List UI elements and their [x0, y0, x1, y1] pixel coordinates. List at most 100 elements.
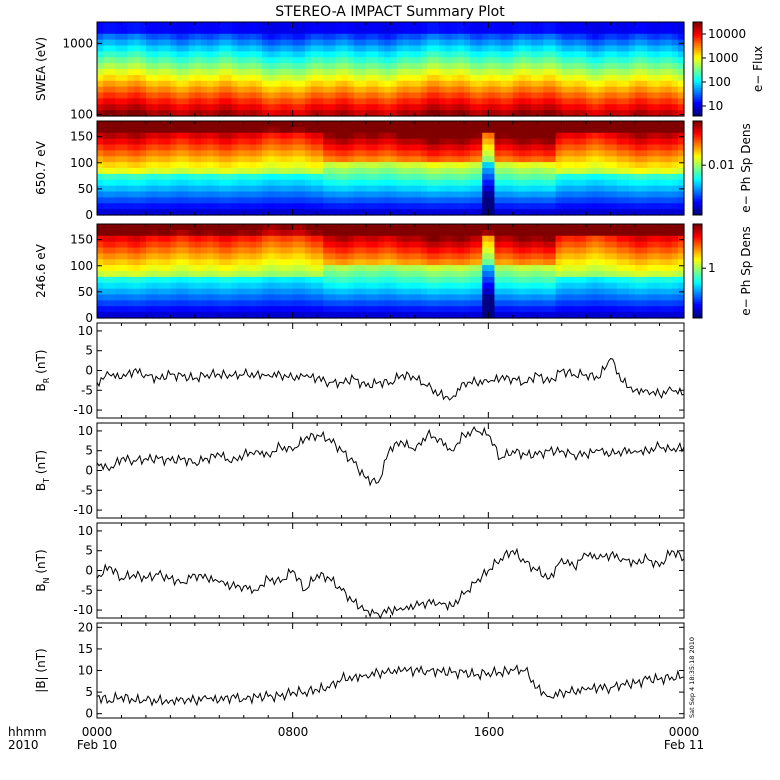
heat-cell	[207, 51, 214, 58]
heat-cell	[200, 179, 208, 187]
heat-cell	[604, 132, 612, 140]
heat-cell	[518, 185, 526, 193]
heat-cell	[665, 294, 673, 301]
heat-cell	[390, 265, 398, 272]
heat-cell	[200, 265, 208, 272]
heat-cell	[451, 300, 459, 307]
heat-cell	[433, 138, 441, 146]
heat-cell	[549, 80, 557, 88]
heat-cell	[604, 27, 612, 35]
heat-cell	[194, 138, 202, 146]
heat-cell	[286, 209, 294, 216]
heat-cell	[188, 282, 196, 290]
heat-cell	[366, 110, 373, 117]
heat-cell	[329, 241, 337, 249]
heat-cell	[567, 203, 575, 210]
heat-cell	[298, 173, 306, 181]
heat-cell	[341, 235, 349, 243]
heat-cell	[469, 57, 477, 64]
heat-cell	[402, 126, 410, 134]
heat-cell	[133, 294, 141, 301]
heat-cell	[249, 312, 257, 319]
heat-cell	[561, 110, 569, 117]
heat-cell	[592, 156, 599, 163]
heat-cell	[255, 241, 263, 249]
heat-cell	[164, 104, 171, 111]
heat-cell	[231, 33, 239, 41]
heat-cell	[274, 209, 282, 216]
heat-cell	[580, 247, 587, 254]
heat-cell	[653, 191, 661, 198]
heat-cell	[537, 168, 544, 175]
heat-cell	[622, 45, 630, 52]
heat-cell	[531, 132, 538, 140]
heat-cell	[127, 179, 135, 187]
heat-cell	[543, 282, 551, 290]
heat-cell	[225, 294, 233, 301]
heat-cell	[610, 104, 618, 111]
heat-cell	[677, 224, 685, 231]
heat-cell	[421, 63, 428, 70]
heat-cell	[280, 86, 288, 94]
heat-cell	[396, 27, 404, 35]
heat-cell	[280, 57, 288, 64]
heat-cell	[421, 86, 428, 94]
heat-cell	[200, 312, 208, 319]
heat-cell	[439, 224, 447, 231]
heat-cell	[97, 144, 104, 151]
heat-cell	[121, 138, 129, 146]
heat-cell	[653, 229, 661, 237]
heat-cell	[286, 259, 294, 266]
heat-cell	[525, 209, 532, 216]
heat-cell	[408, 144, 416, 151]
heat-cell	[97, 312, 104, 319]
heat-cell	[243, 294, 251, 301]
heat-cell	[561, 282, 569, 290]
heat-cell	[402, 235, 410, 243]
heat-cell	[335, 235, 343, 243]
heat-cell	[573, 27, 581, 35]
heat-cell	[469, 265, 477, 272]
heat-cell	[500, 104, 508, 111]
heat-cell	[427, 253, 434, 260]
heat-cell	[225, 74, 233, 82]
heat-cell	[164, 247, 171, 254]
heat-cell	[500, 162, 508, 169]
heat-cell	[323, 126, 330, 134]
heat-cell	[482, 126, 489, 134]
heat-cell	[488, 39, 496, 47]
heat-cell	[152, 126, 159, 134]
heat-cell	[255, 104, 263, 111]
heat-cell	[243, 22, 251, 29]
heat-cell	[567, 294, 575, 301]
heat-cell	[580, 253, 587, 260]
heat-cell	[188, 312, 196, 319]
heat-cell	[121, 253, 129, 260]
heat-cell	[518, 126, 526, 134]
heat-cell	[543, 306, 551, 313]
heat-cell	[127, 45, 135, 52]
heat-cell	[433, 45, 441, 52]
heat-cell	[182, 312, 190, 319]
heat-cell	[580, 104, 587, 111]
heat-cell	[213, 51, 220, 58]
heat-cell	[323, 247, 330, 254]
heat-cell	[531, 86, 538, 94]
heat-cell	[586, 132, 593, 140]
heat-cell	[164, 22, 171, 29]
heat-cell	[200, 229, 208, 237]
heat-cell	[280, 247, 288, 254]
heat-cell	[109, 259, 116, 266]
heat-cell	[347, 259, 355, 266]
heat-cell	[488, 185, 496, 193]
heat-cell	[561, 98, 569, 105]
heat-cell	[292, 104, 300, 111]
heat-cell	[133, 22, 141, 29]
heat-cell	[427, 80, 434, 88]
heat-cell	[359, 150, 367, 157]
heat-cell	[580, 86, 587, 94]
heat-cell	[127, 63, 135, 70]
y-tick-label-1: 100	[70, 156, 93, 170]
heat-cell	[139, 185, 147, 193]
heat-cell	[384, 92, 392, 99]
